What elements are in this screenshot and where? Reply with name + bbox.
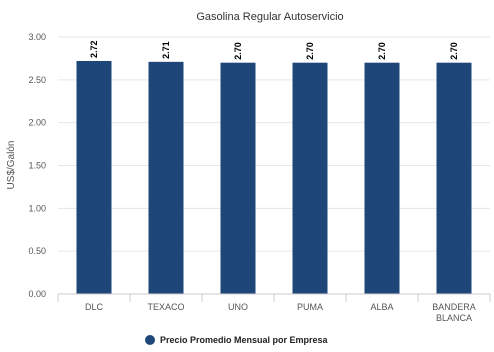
- y-tick-label: 1.00: [28, 203, 46, 213]
- x-tick-label: BANDERA BLANCA: [432, 302, 476, 323]
- x-tick-label: DLC: [85, 302, 104, 312]
- data-label: 2.71: [161, 41, 171, 59]
- x-tick-label: ALBA: [370, 302, 393, 312]
- x-tick-label: PUMA: [297, 302, 323, 312]
- y-axis-label: US$/Galón: [6, 141, 17, 190]
- data-label: 2.70: [449, 42, 459, 60]
- y-tick-label: 0.50: [28, 246, 46, 256]
- y-tick-label: 2.00: [28, 118, 46, 128]
- y-tick-label: 0.00: [28, 289, 46, 299]
- bar[interactable]: [292, 62, 328, 295]
- legend-label: Precio Promedio Mensual por Empresa: [160, 335, 329, 345]
- x-tick-label: TEXACO: [147, 302, 184, 312]
- data-label: 2.72: [89, 40, 99, 58]
- x-tick-label: UNO: [228, 302, 248, 312]
- legend[interactable]: Precio Promedio Mensual por Empresa: [145, 335, 329, 345]
- y-tick-label: 2.50: [28, 75, 46, 85]
- bar[interactable]: [436, 62, 472, 295]
- bar[interactable]: [220, 62, 256, 295]
- data-label: 2.70: [377, 42, 387, 60]
- legend-marker-icon: [145, 335, 155, 345]
- data-label: 2.70: [233, 42, 243, 60]
- bar[interactable]: [364, 62, 400, 295]
- data-label: 2.70: [305, 42, 315, 60]
- bar[interactable]: [148, 61, 184, 294]
- y-tick-label: 1.50: [28, 161, 46, 171]
- bar[interactable]: [76, 60, 112, 295]
- chart-title: Gasolina Regular Autoservicio: [196, 11, 343, 23]
- y-tick-label: 3.00: [28, 32, 46, 42]
